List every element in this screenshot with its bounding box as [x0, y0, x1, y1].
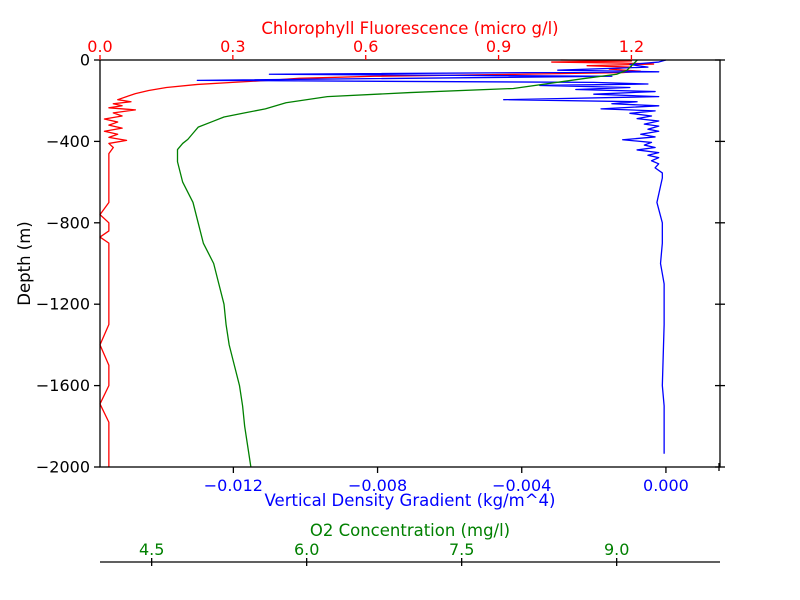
- density-tick-label: −0.012: [204, 476, 263, 495]
- oxygen-tick-label: 7.5: [449, 540, 474, 559]
- density-axis-ticks: −0.012 −0.008 −0.004 0.000: [204, 463, 720, 495]
- chlorophyll-axis-label: Chlorophyll Fluorescence (micro g/l): [261, 19, 558, 38]
- y-axis-label: Depth (m): [15, 221, 34, 305]
- oxygen-tick-label: 4.5: [139, 540, 164, 559]
- oxygen-series-line: [176, 59, 638, 468]
- y-tick-label: −400: [46, 132, 90, 151]
- chlorophyll-tick-label: 0.0: [87, 37, 112, 56]
- y-tick-label: −2000: [36, 458, 90, 477]
- plot-frame: [99, 59, 721, 468]
- density-axis-label: Vertical Density Gradient (kg/m^4): [265, 491, 556, 510]
- oxygen-axis-label: O2 Concentration (mg/l): [310, 521, 510, 540]
- chlorophyll-axis-ticks: 0.0 0.3 0.6 0.9 1.2: [87, 37, 644, 60]
- chlorophyll-tick-label: 1.2: [619, 37, 644, 56]
- density-tick-label: −0.004: [492, 476, 551, 495]
- chlorophyll-tick-label: 0.9: [486, 37, 511, 56]
- chlorophyll-tick-label: 0.3: [220, 37, 245, 56]
- density-tick-label: 0.000: [643, 476, 689, 495]
- density-tick-label: −0.008: [348, 476, 407, 495]
- y-tick-label: −1600: [36, 376, 90, 395]
- oxygen-tick-label: 6.0: [294, 540, 319, 559]
- y-tick-label: −800: [46, 213, 90, 232]
- oxygen-tick-label: 9.0: [604, 540, 629, 559]
- density-series-line: [196, 59, 667, 454]
- oxygen-axis-ticks: 4.5 6.0 7.5 9.0: [139, 540, 629, 566]
- y-tick-label: −1200: [36, 295, 90, 314]
- y-tick-label: 0: [80, 51, 90, 70]
- chlorophyll-tick-label: 0.6: [353, 37, 378, 56]
- series-layer: [99, 59, 667, 468]
- y-axis-ticks: 0 −400 −800 −1200 −1600 −2000: [36, 51, 725, 477]
- chlorophyll-series-line: [99, 59, 655, 467]
